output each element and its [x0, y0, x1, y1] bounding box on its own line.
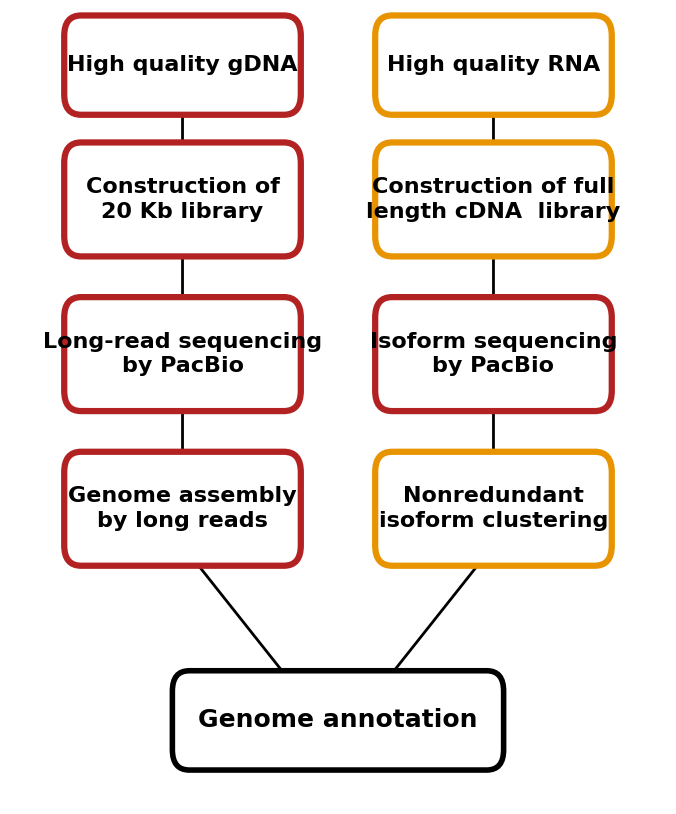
- FancyBboxPatch shape: [64, 15, 301, 115]
- FancyBboxPatch shape: [172, 671, 504, 770]
- FancyBboxPatch shape: [64, 142, 301, 256]
- Text: Isoform sequencing
by PacBio: Isoform sequencing by PacBio: [370, 331, 617, 377]
- Text: Genome assembly
by long reads: Genome assembly by long reads: [68, 486, 297, 532]
- Text: High quality RNA: High quality RNA: [387, 55, 600, 75]
- FancyBboxPatch shape: [375, 297, 612, 411]
- FancyBboxPatch shape: [375, 142, 612, 256]
- FancyBboxPatch shape: [375, 15, 612, 115]
- Text: Construction of full
length cDNA  library: Construction of full length cDNA library: [366, 177, 621, 222]
- Text: Genome annotation: Genome annotation: [198, 708, 478, 733]
- Text: Construction of
20 Kb library: Construction of 20 Kb library: [86, 177, 279, 222]
- FancyBboxPatch shape: [64, 297, 301, 411]
- Text: Nonredundant
isoform clustering: Nonredundant isoform clustering: [379, 486, 608, 532]
- Text: High quality gDNA: High quality gDNA: [68, 55, 297, 75]
- Text: Long-read sequencing
by PacBio: Long-read sequencing by PacBio: [43, 331, 322, 377]
- FancyBboxPatch shape: [375, 452, 612, 566]
- FancyBboxPatch shape: [64, 452, 301, 566]
